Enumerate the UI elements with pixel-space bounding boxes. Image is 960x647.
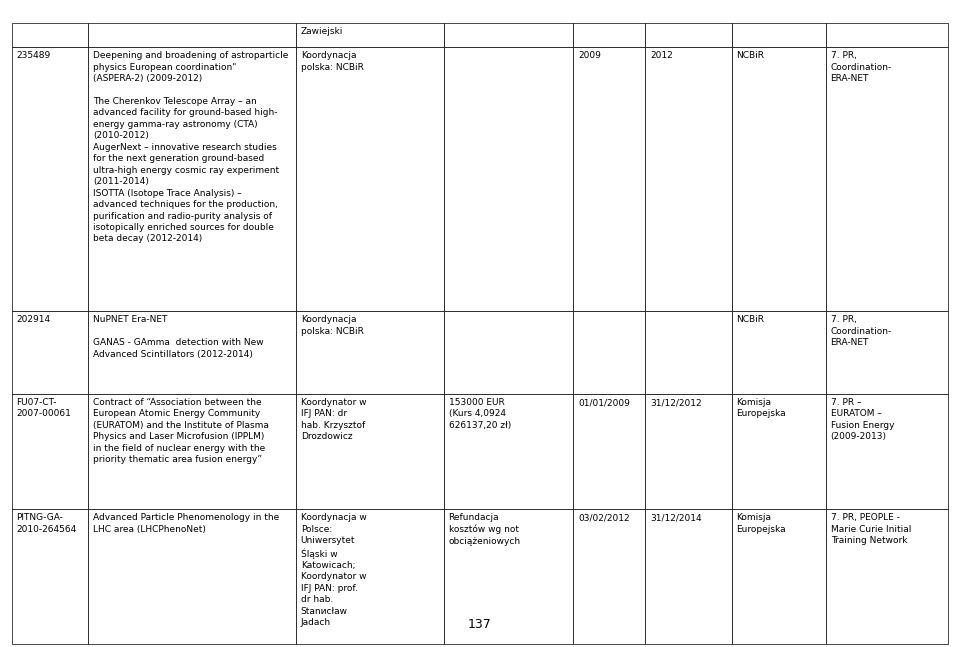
Bar bbox=[573, 47, 645, 311]
Bar bbox=[88, 47, 296, 311]
Bar bbox=[645, 394, 732, 509]
Text: Refundacja
kosztów wg not
obciążeniowych: Refundacja kosztów wg not obciążeniowych bbox=[448, 513, 520, 546]
Text: Koordynacja
polska: NCBiR: Koordynacja polska: NCBiR bbox=[300, 315, 364, 336]
Bar bbox=[732, 23, 826, 47]
Text: 2009: 2009 bbox=[578, 51, 601, 60]
Bar bbox=[88, 509, 296, 644]
Bar bbox=[645, 311, 732, 394]
Text: 235489: 235489 bbox=[16, 51, 51, 60]
Bar bbox=[444, 47, 573, 311]
Bar bbox=[296, 509, 444, 644]
Text: FU07-CT-
2007-00061: FU07-CT- 2007-00061 bbox=[16, 398, 71, 419]
Text: 7. PR –
EURATOM –
Fusion Energy
(2009-2013): 7. PR – EURATOM – Fusion Energy (2009-20… bbox=[830, 398, 894, 441]
Text: NCBiR: NCBiR bbox=[736, 315, 764, 324]
Text: 153000 EUR
(Kurs 4,0924
626137,20 zł): 153000 EUR (Kurs 4,0924 626137,20 zł) bbox=[448, 398, 511, 430]
Bar bbox=[12, 47, 88, 311]
Text: NuPNET Era-NET

GANAS - GAmma  detection with New
Advanced Scintillators (2012-2: NuPNET Era-NET GANAS - GAmma detection w… bbox=[93, 315, 264, 358]
Bar bbox=[444, 311, 573, 394]
Bar bbox=[645, 23, 732, 47]
Bar bbox=[732, 47, 826, 311]
Bar bbox=[826, 47, 948, 311]
Text: Zawiejski: Zawiejski bbox=[300, 27, 343, 36]
Text: Contract of “Association between the
European Atomic Energy Community
(EURATOM) : Contract of “Association between the Eur… bbox=[93, 398, 269, 465]
Text: 31/12/2014: 31/12/2014 bbox=[650, 513, 702, 522]
Bar bbox=[12, 394, 88, 509]
Bar bbox=[88, 311, 296, 394]
Text: NCBiR: NCBiR bbox=[736, 51, 764, 60]
Text: Advanced Particle Phenomenology in the
LHC area (LHCPhenoNet): Advanced Particle Phenomenology in the L… bbox=[93, 513, 279, 534]
Bar bbox=[732, 311, 826, 394]
Text: 7. PR,
Coordination-
ERA-NET: 7. PR, Coordination- ERA-NET bbox=[830, 315, 892, 347]
Bar bbox=[444, 509, 573, 644]
Text: 202914: 202914 bbox=[16, 315, 51, 324]
Bar bbox=[826, 394, 948, 509]
Text: 7. PR, PEOPLE -
Marie Curie Initial
Training Network: 7. PR, PEOPLE - Marie Curie Initial Trai… bbox=[830, 513, 911, 545]
Bar bbox=[732, 509, 826, 644]
Bar bbox=[826, 23, 948, 47]
Bar bbox=[12, 23, 88, 47]
Text: 03/02/2012: 03/02/2012 bbox=[578, 513, 630, 522]
Bar bbox=[296, 47, 444, 311]
Text: 7. PR,
Coordination-
ERA-NET: 7. PR, Coordination- ERA-NET bbox=[830, 51, 892, 83]
Bar bbox=[573, 394, 645, 509]
Bar bbox=[573, 509, 645, 644]
Bar bbox=[573, 23, 645, 47]
Text: 31/12/2012: 31/12/2012 bbox=[650, 398, 702, 407]
Text: Koordynator w
IFJ PAN: dr
hab. Krzysztof
Drozdowicz: Koordynator w IFJ PAN: dr hab. Krzysztof… bbox=[300, 398, 366, 441]
Text: PITNG-GA-
2010-264564: PITNG-GA- 2010-264564 bbox=[16, 513, 77, 534]
Bar bbox=[826, 311, 948, 394]
Bar bbox=[12, 311, 88, 394]
Text: Koordynacja w
Polsce:
Uniwersytet
Śląski w
Katowicach;
Koordynator w
IFJ PAN: pr: Koordynacja w Polsce: Uniwersytet Śląski… bbox=[300, 513, 367, 627]
Text: 01/01/2009: 01/01/2009 bbox=[578, 398, 630, 407]
Bar bbox=[296, 23, 444, 47]
Text: Koordynacja
polska: NCBiR: Koordynacja polska: NCBiR bbox=[300, 51, 364, 72]
Text: Deepening and broadening of astroparticle
physics European coordination"
(ASPERA: Deepening and broadening of astroparticl… bbox=[93, 51, 289, 243]
Bar bbox=[444, 23, 573, 47]
Bar bbox=[296, 394, 444, 509]
Text: Komisja
Europejska: Komisja Europejska bbox=[736, 513, 786, 534]
Bar bbox=[645, 47, 732, 311]
Bar bbox=[444, 394, 573, 509]
Text: Komisja
Europejska: Komisja Europejska bbox=[736, 398, 786, 419]
Bar bbox=[826, 509, 948, 644]
Bar bbox=[12, 509, 88, 644]
Text: 2012: 2012 bbox=[650, 51, 673, 60]
Bar bbox=[88, 394, 296, 509]
Bar bbox=[88, 23, 296, 47]
Bar bbox=[573, 311, 645, 394]
Bar bbox=[296, 311, 444, 394]
Bar bbox=[645, 509, 732, 644]
Bar bbox=[732, 394, 826, 509]
Text: 137: 137 bbox=[468, 619, 492, 631]
